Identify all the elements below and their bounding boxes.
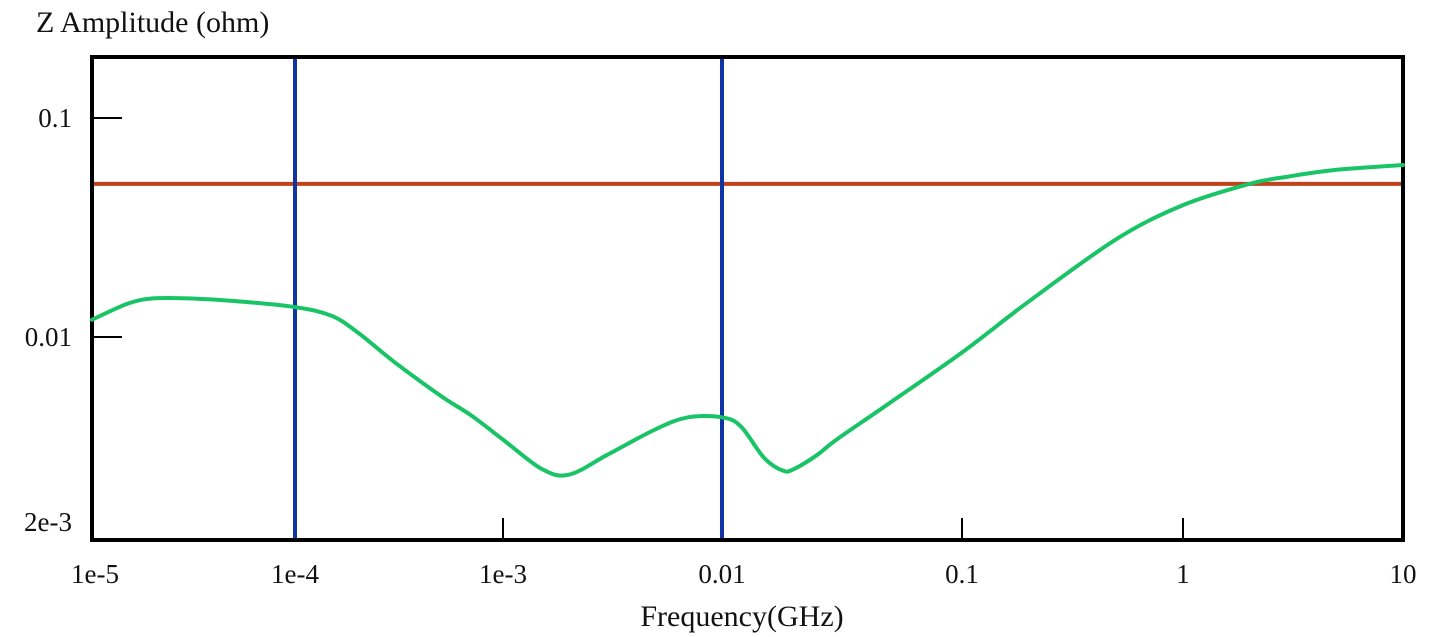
y-tick-label-0: 0.1 bbox=[38, 103, 72, 133]
impedance-curve-0 bbox=[90, 163, 1405, 478]
x-tick-label-5: 1 bbox=[1176, 559, 1190, 589]
x-tick-label-4: 0.1 bbox=[945, 559, 979, 589]
y-axis-label: Z Amplitude (ohm) bbox=[36, 6, 269, 39]
x-tick-label-6: 10 bbox=[1390, 559, 1417, 589]
x-tick-label-0: 1e-5 bbox=[71, 559, 119, 589]
y-tick-label-1: 0.01 bbox=[25, 322, 72, 352]
x-axis-label: Frequency(GHz) bbox=[640, 600, 843, 633]
plot-area bbox=[90, 55, 1405, 542]
y-tick-label-2: 2e-3 bbox=[24, 507, 72, 537]
x-tick-label-1: 1e-4 bbox=[271, 559, 319, 589]
x-tick-label-2: 1e-3 bbox=[479, 559, 527, 589]
plot-frame bbox=[90, 55, 1405, 542]
axis-ticks: 1e-5 1e-4 1e-3 0.01 0.1 1 10 0.1 0.01 2e-3 bbox=[24, 103, 1416, 589]
x-tick-label-3: 0.01 bbox=[698, 559, 745, 589]
